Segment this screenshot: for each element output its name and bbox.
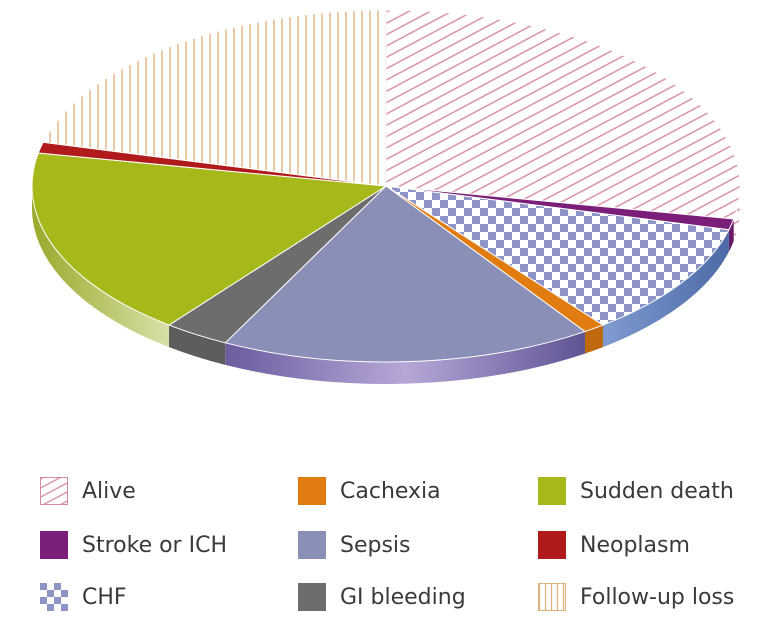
legend-label-sepsis: Sepsis xyxy=(340,532,411,558)
legend-swatch-sudden-death xyxy=(538,477,566,505)
legend-label-follow-up-loss: Follow-up loss xyxy=(580,584,735,610)
legend-item-stroke-or-ich: Stroke or ICH xyxy=(40,528,227,562)
legend-swatch-sepsis xyxy=(298,531,326,559)
legend-label-sudden-death: Sudden death xyxy=(580,478,734,504)
pie-slice-sudden-death xyxy=(31,152,388,326)
legend-label-stroke-or-ich: Stroke or ICH xyxy=(82,532,227,558)
pie-slice-alive xyxy=(385,9,741,220)
legend-item-gi-bleeding: GI bleeding xyxy=(298,580,466,614)
pie-side-layer xyxy=(32,186,740,385)
legend-item-sepsis: Sepsis xyxy=(298,528,411,562)
legend-swatch-stroke-or-ich xyxy=(40,531,68,559)
legend-item-sudden-death: Sudden death xyxy=(538,474,734,508)
pie-slice-chf xyxy=(385,185,730,326)
legend-item-neoplasm: Neoplasm xyxy=(538,528,690,562)
pie-side-gi-bleeding xyxy=(169,325,226,365)
pie-side-alive xyxy=(733,186,740,241)
pie-side-sepsis xyxy=(225,331,585,385)
pie-slice-sepsis xyxy=(224,185,587,363)
pie-side-cachexia xyxy=(584,325,603,354)
legend-label-alive: Alive xyxy=(82,478,136,504)
legend-swatch-alive xyxy=(40,477,68,505)
legend-swatch-chf xyxy=(40,583,68,611)
legend: Alive Cachexia Sudden death Stroke or IC… xyxy=(40,470,760,620)
legend-item-chf: CHF xyxy=(40,580,127,614)
legend-label-cachexia: Cachexia xyxy=(340,478,441,504)
pie-side-chf xyxy=(602,229,729,348)
legend-label-chf: CHF xyxy=(82,584,127,610)
legend-item-cachexia: Cachexia xyxy=(298,474,441,508)
legend-swatch-cachexia xyxy=(298,477,326,505)
pie-side-sudden-death xyxy=(32,186,170,348)
legend-label-neoplasm: Neoplasm xyxy=(580,532,690,558)
legend-item-follow-up-loss: Follow-up loss xyxy=(538,580,734,614)
pie-slice-follow-up-loss xyxy=(42,9,387,187)
pie-chart xyxy=(31,9,741,385)
legend-item-alive: Alive xyxy=(40,474,136,508)
legend-swatch-follow-up-loss xyxy=(538,583,566,611)
pie-side-stroke-or-ich xyxy=(728,218,734,252)
legend-swatch-neoplasm xyxy=(538,531,566,559)
pie-top-layer xyxy=(31,9,741,363)
legend-label-gi-bleeding: GI bleeding xyxy=(340,584,466,610)
legend-swatch-gi-bleeding xyxy=(298,583,326,611)
